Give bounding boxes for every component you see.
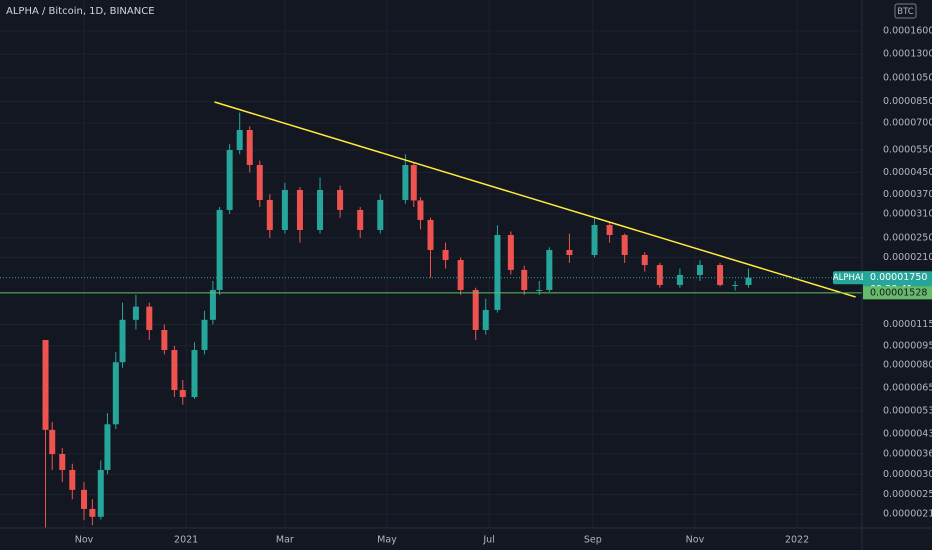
candle-body bbox=[179, 390, 186, 398]
candle-body bbox=[427, 219, 434, 250]
x-tick-label: 2021 bbox=[174, 535, 198, 546]
candle-body bbox=[717, 265, 724, 285]
candle-body bbox=[546, 249, 553, 290]
x-tick-label: Sep bbox=[584, 535, 602, 546]
currency-label[interactable]: BTC bbox=[897, 7, 914, 17]
candle-body bbox=[89, 508, 96, 517]
candle-body bbox=[236, 130, 243, 150]
candle-body bbox=[591, 225, 598, 255]
candle-body bbox=[482, 309, 489, 330]
candle-body bbox=[161, 329, 168, 351]
x-tick-label: May bbox=[377, 535, 397, 546]
candle-body bbox=[201, 319, 208, 351]
currency-badge[interactable] bbox=[894, 3, 917, 19]
candle-body bbox=[69, 469, 76, 490]
marks bbox=[0, 101, 862, 529]
candle-body bbox=[226, 149, 233, 210]
candle-body bbox=[357, 209, 364, 231]
price-label: 0.00001750 bbox=[870, 272, 927, 283]
candle-body bbox=[641, 254, 648, 266]
x-tick-label: 2022 bbox=[785, 535, 809, 546]
candle-body bbox=[566, 249, 573, 255]
candle-body bbox=[494, 235, 501, 310]
candle-body bbox=[337, 189, 344, 210]
candle-body bbox=[676, 274, 683, 285]
candle-body bbox=[266, 199, 273, 231]
level-badge bbox=[863, 286, 932, 300]
candle-body bbox=[104, 424, 111, 470]
chart-title: ALPHA / Bitcoin, 1D, BINANCE bbox=[6, 6, 155, 17]
candle-body bbox=[457, 260, 464, 290]
candle-body bbox=[59, 454, 66, 470]
candle-body bbox=[171, 350, 178, 391]
candle-body bbox=[732, 284, 739, 286]
x-tick-label: Jul bbox=[482, 535, 494, 546]
candle-body bbox=[402, 165, 409, 200]
candle-body bbox=[112, 362, 119, 425]
grid bbox=[0, 0, 862, 528]
level-label: 0.00001528 bbox=[870, 287, 927, 298]
candle-body bbox=[317, 189, 324, 231]
candle-body bbox=[97, 469, 104, 517]
symbol-label: ALPHABTC bbox=[833, 273, 877, 283]
candle-body bbox=[216, 209, 223, 290]
candle-body bbox=[410, 165, 417, 201]
candle-body bbox=[377, 199, 384, 231]
candle-body bbox=[49, 429, 56, 455]
candle-body bbox=[442, 249, 449, 261]
candle-body bbox=[119, 319, 126, 363]
candle-body bbox=[536, 289, 543, 291]
candle-body bbox=[621, 235, 628, 255]
y-tick-label: 0.00000210 bbox=[883, 509, 932, 520]
candle-body bbox=[606, 225, 613, 236]
x-tick-label: Mar bbox=[276, 535, 294, 546]
candle-body bbox=[472, 289, 479, 330]
candle-body bbox=[296, 189, 303, 231]
candle-body bbox=[246, 130, 253, 166]
candle-body bbox=[696, 265, 703, 275]
candle-body bbox=[507, 235, 514, 270]
x-tick-label: Nov bbox=[686, 535, 705, 546]
trendline bbox=[214, 101, 856, 298]
candle-body bbox=[521, 269, 528, 290]
candle-body bbox=[191, 350, 198, 398]
candle-body bbox=[256, 165, 263, 200]
candle-body bbox=[209, 289, 216, 320]
candle-body bbox=[281, 189, 288, 231]
candle-body bbox=[146, 306, 153, 330]
x-tick-label: Nov bbox=[75, 535, 94, 546]
candle-body bbox=[417, 200, 424, 220]
candle-body bbox=[81, 489, 88, 509]
candle-body bbox=[745, 277, 752, 285]
candle-body bbox=[42, 340, 49, 430]
candle-body bbox=[656, 265, 663, 285]
candle-body bbox=[132, 306, 139, 320]
